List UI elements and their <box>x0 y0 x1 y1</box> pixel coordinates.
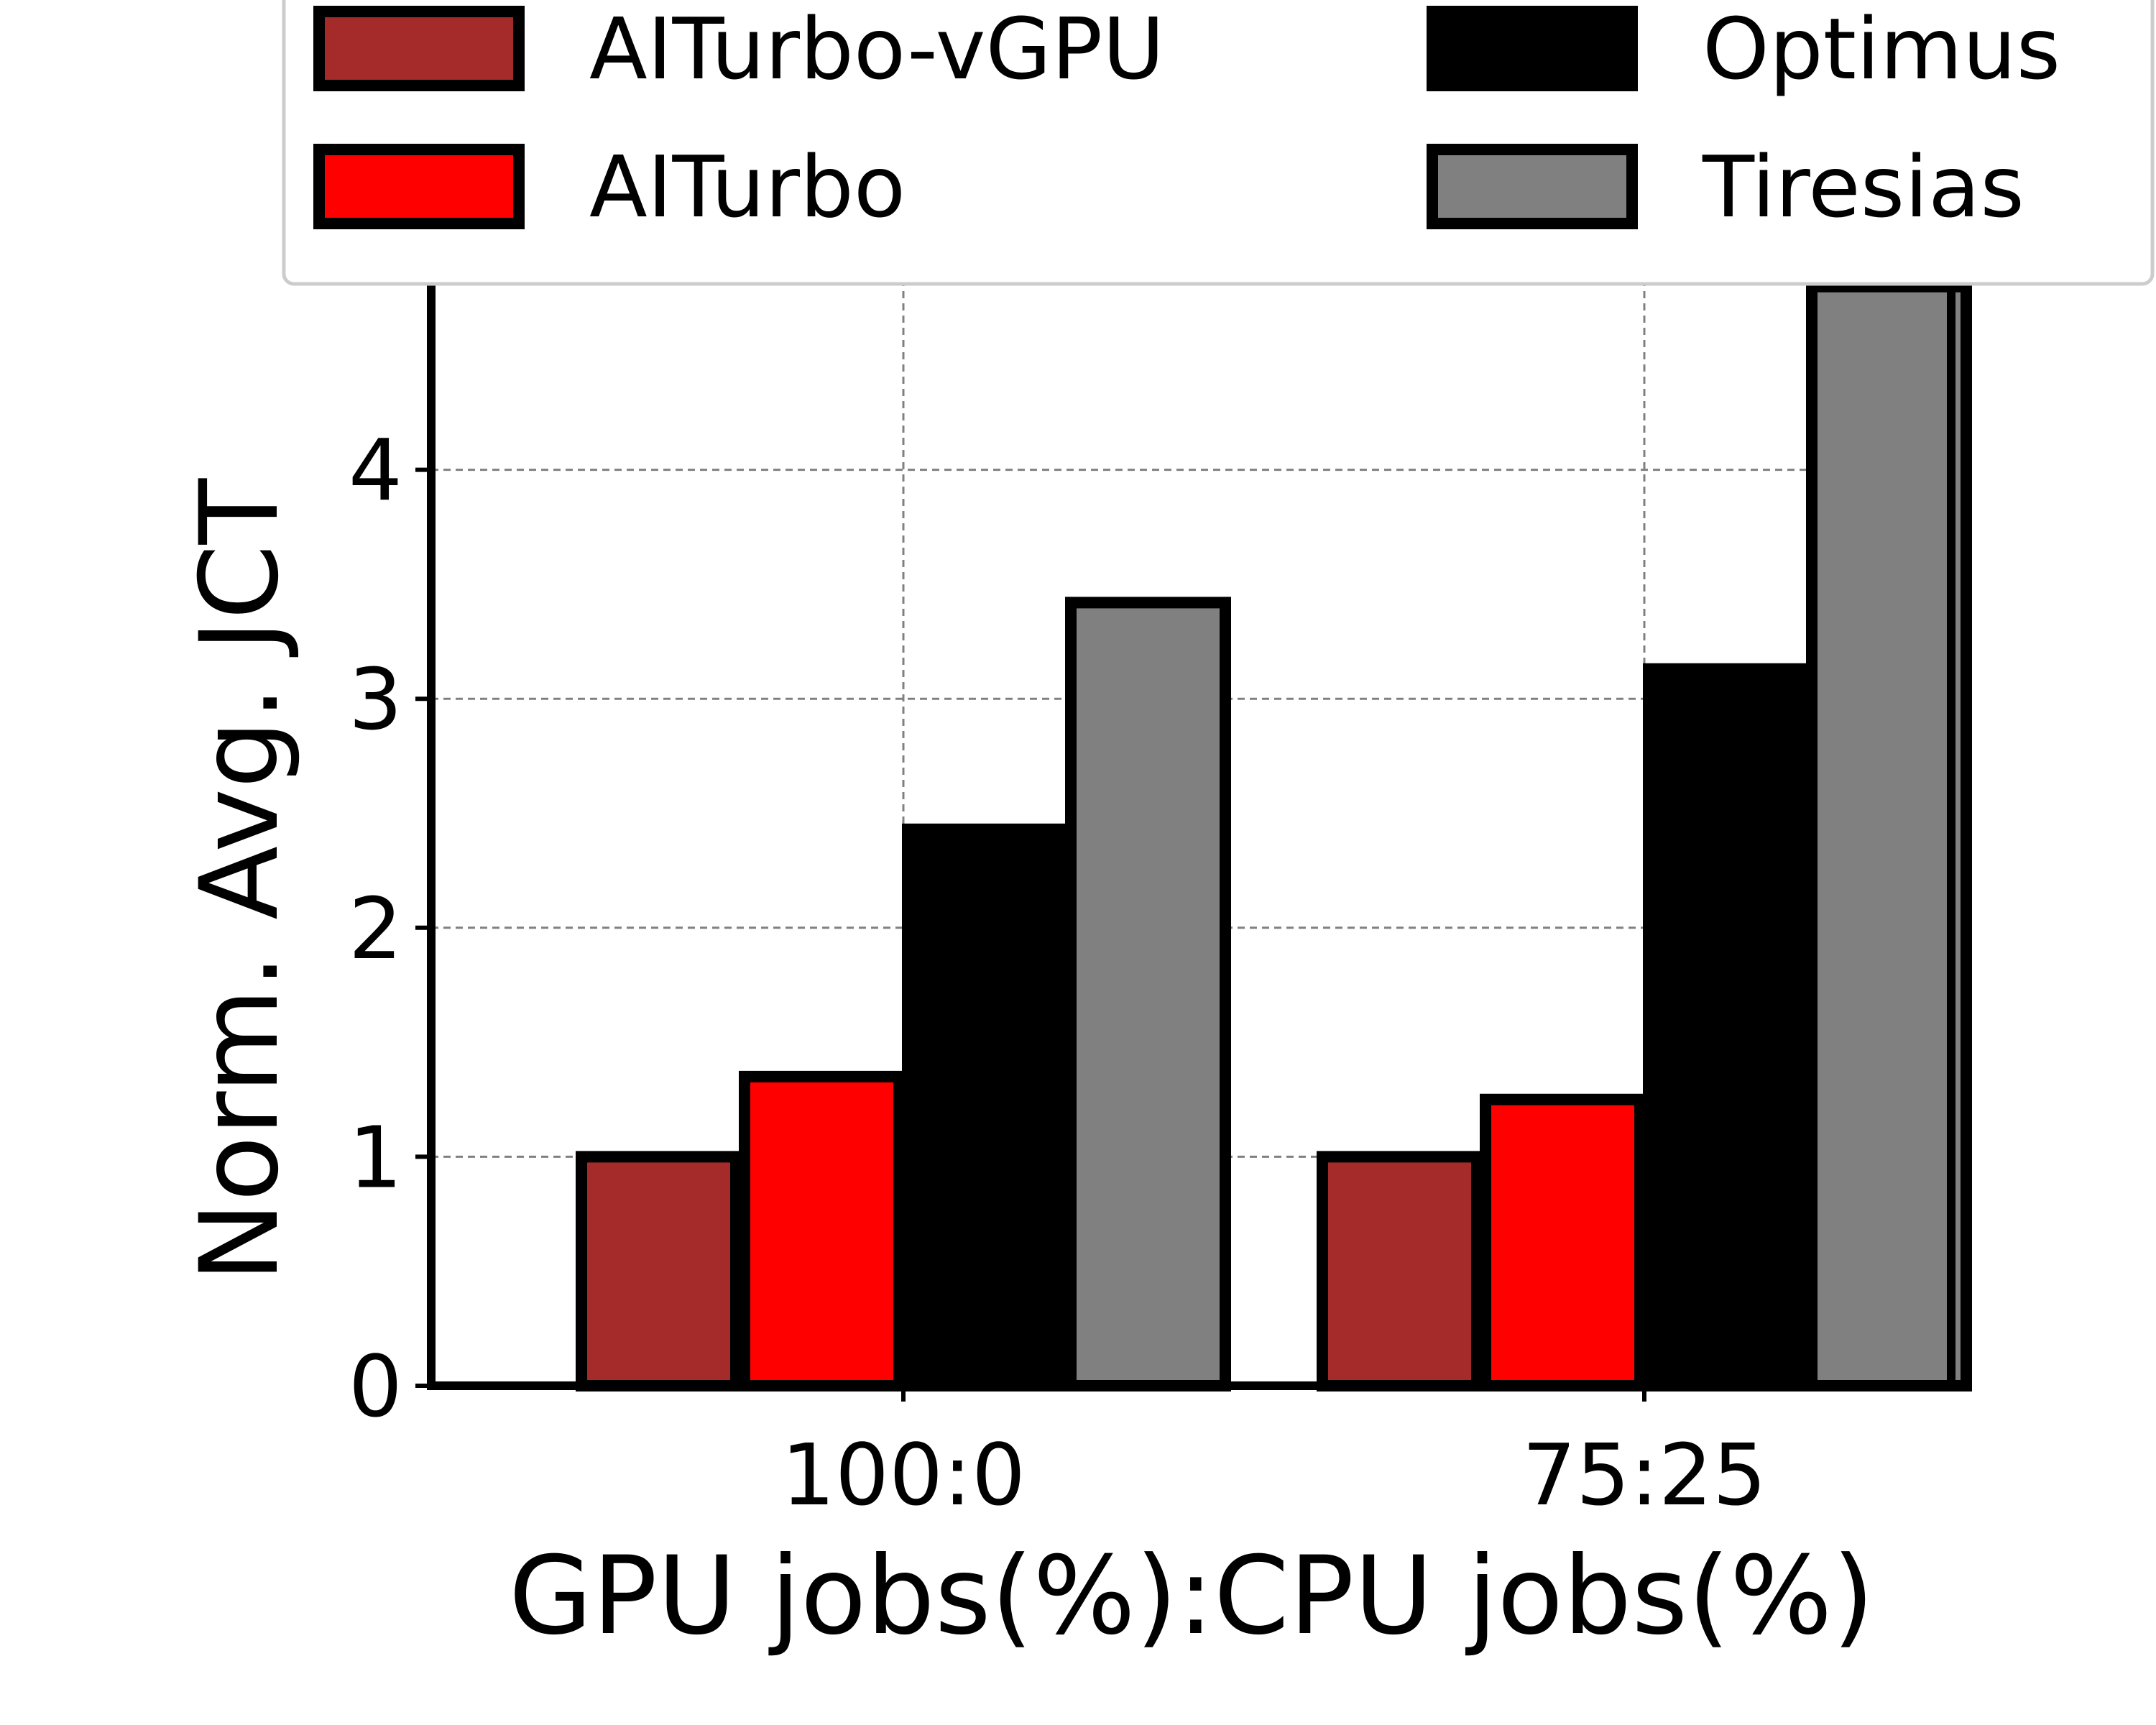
legend-label: Optimus <box>1703 0 2060 98</box>
legend-swatch <box>313 6 525 91</box>
y-tick-label: 2 <box>349 879 402 978</box>
y-tick-label: 0 <box>349 1337 402 1436</box>
bar <box>739 1070 905 1392</box>
y-tick-label: 1 <box>349 1108 402 1207</box>
x-axis-title: GPU jobs(%):CPU jobs(%) <box>509 1534 1874 1659</box>
legend-frame <box>282 0 2155 286</box>
legend-swatch <box>313 144 525 229</box>
legend-label: Tiresias <box>1702 137 2024 236</box>
bar <box>576 1151 742 1392</box>
bar <box>902 823 1068 1392</box>
legend-swatch <box>1427 6 1638 91</box>
legend: AITurbo-vGPU AITurbo Optimus Tiresias <box>282 0 2155 286</box>
legend-label: AITurbo <box>589 137 906 236</box>
legend-swatch <box>1427 144 1638 229</box>
ticks: 0 1 2 3 4 100:0 75:25 <box>349 421 1766 1524</box>
bar <box>1317 1151 1483 1392</box>
x-tick-label: 100:0 <box>781 1425 1026 1524</box>
axes <box>427 237 1955 1390</box>
y-axis-title: Norm. Avg. JCT <box>178 477 303 1282</box>
bars <box>576 280 1972 1392</box>
bar <box>1065 597 1231 1392</box>
y-tick-label: 4 <box>349 421 402 520</box>
x-tick-label: 75:25 <box>1522 1425 1766 1524</box>
bar <box>1806 280 1972 1392</box>
y-tick-label: 3 <box>349 650 402 749</box>
legend-label: AITurbo-vGPU <box>589 0 1164 98</box>
bar <box>1643 663 1809 1392</box>
bar <box>1480 1093 1646 1392</box>
